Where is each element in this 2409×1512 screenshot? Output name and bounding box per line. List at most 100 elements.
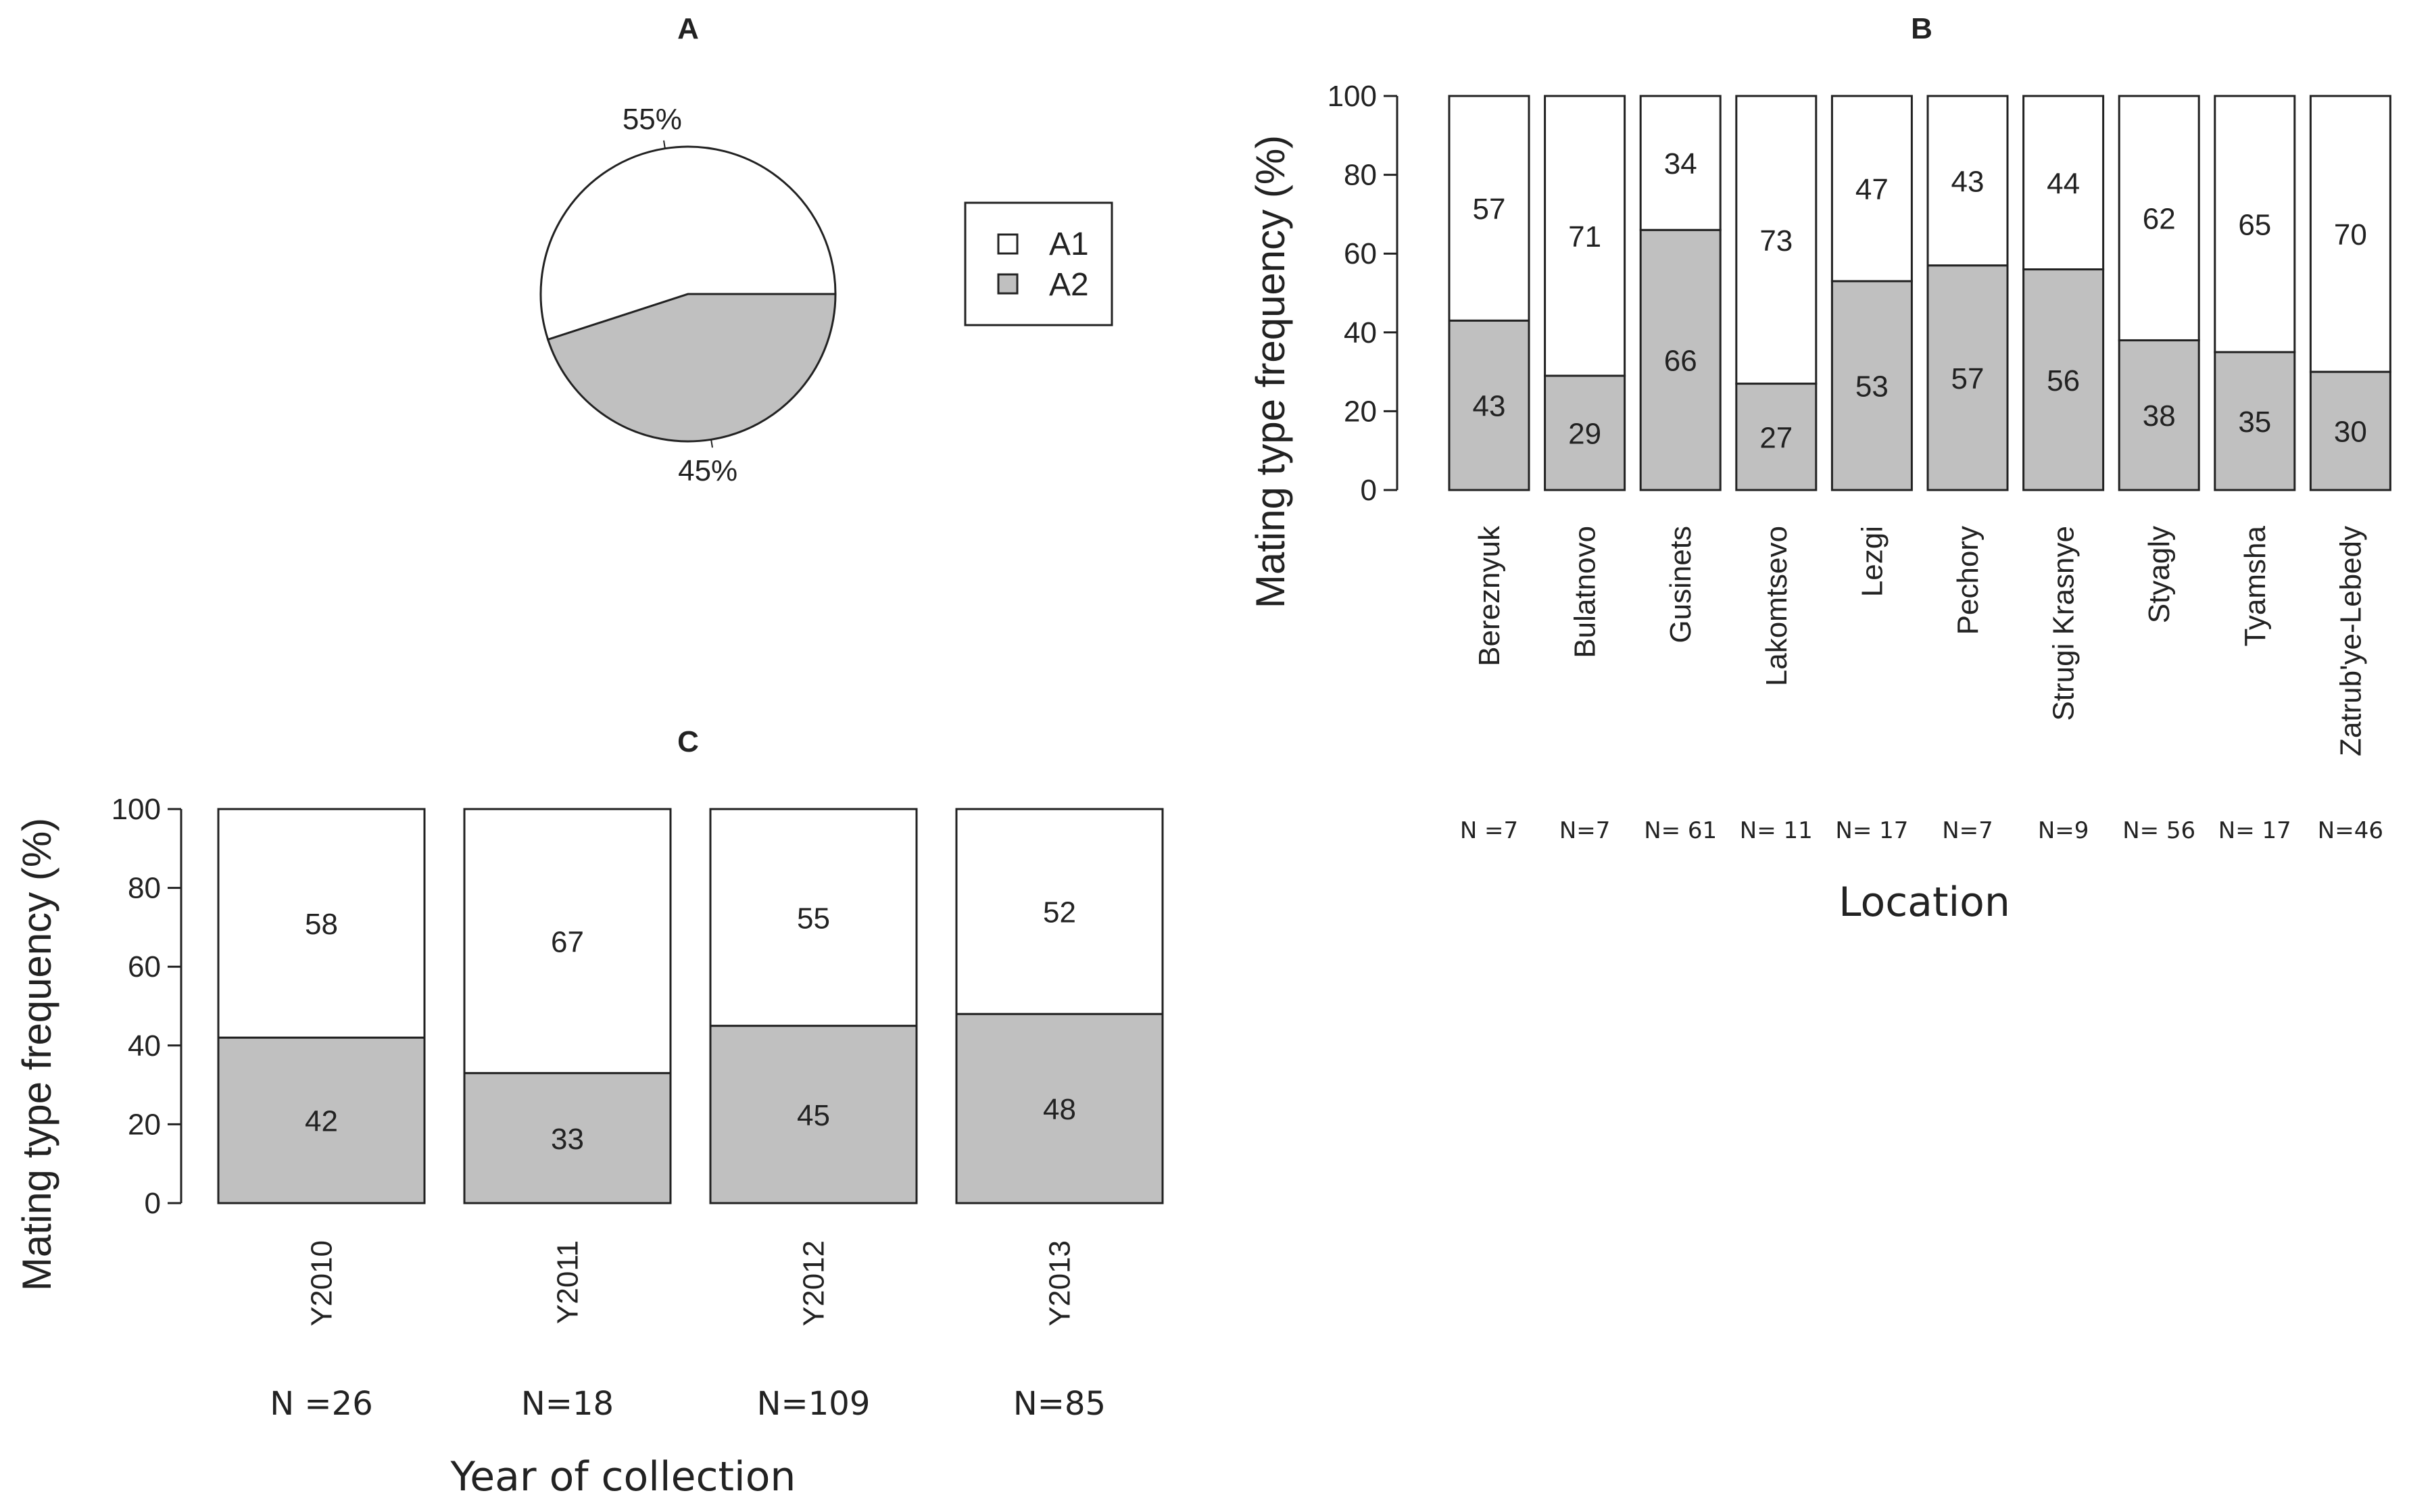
panel-b-sample-size: N=9 bbox=[2038, 817, 2089, 844]
panel-c-category-label: Y2010 bbox=[306, 1240, 339, 1326]
panel-b-y-tick-label: 100 bbox=[1328, 80, 1377, 113]
panel-b-bar-a1 bbox=[1735, 95, 1818, 385]
panel-c-bar-a1 bbox=[217, 808, 426, 1039]
panel-c-value-label-a1: 52 bbox=[1043, 896, 1076, 929]
pie-chart bbox=[539, 140, 837, 448]
panel-b-value-label-a1: 65 bbox=[2238, 208, 2271, 241]
panel-c-value-label-a2: 45 bbox=[797, 1099, 830, 1132]
panel-b-value-label-a1: 34 bbox=[1664, 147, 1697, 180]
panel-b-value-label-a1: 43 bbox=[1951, 165, 1985, 198]
panel-b-value-label-a1: 44 bbox=[2047, 167, 2080, 200]
panel-c-bar-a2 bbox=[709, 1025, 918, 1204]
panel-b-bar-a1 bbox=[1926, 95, 2009, 267]
panel-c-sample-size: N=109 bbox=[757, 1385, 871, 1423]
panel-c-value-label-a1: 67 bbox=[551, 925, 584, 958]
panel-c-y-tick-label: 20 bbox=[128, 1108, 161, 1141]
panel-c-x-axis-title: Year of collection bbox=[450, 1453, 796, 1501]
panel-b-bar-a2 bbox=[1448, 319, 1530, 491]
legend-label-a2: A2 bbox=[1049, 267, 1089, 303]
panel-b-sample-size: N=7 bbox=[1942, 817, 1993, 844]
panel-c-bar-a1 bbox=[463, 808, 672, 1075]
panel-c-title: C bbox=[677, 725, 699, 758]
panel-b-x-axis-title: Location bbox=[1839, 879, 2010, 926]
panel-b-y-tick-label: 80 bbox=[1344, 159, 1377, 192]
panel-b-category-label: Bulatnovo bbox=[1569, 526, 1602, 658]
panel-b-value-label-a2: 57 bbox=[1951, 362, 1985, 395]
legend-box bbox=[964, 201, 1113, 326]
panel-b-sample-size: N=7 bbox=[1559, 817, 1611, 844]
panel-b-bar-a1 bbox=[1544, 95, 1626, 377]
panel-b-sample-size: N= 56 bbox=[2122, 817, 2195, 844]
panel-c-y-tick-label: 60 bbox=[128, 950, 161, 983]
panel-b-bar-a1 bbox=[2214, 95, 2296, 353]
panel-b-y-axis-title: Mating type frequency (%) bbox=[1248, 135, 1293, 608]
panel-b-sample-size: N= 17 bbox=[1835, 817, 1908, 844]
panel-a-title: A bbox=[677, 12, 699, 45]
panel-b-sample-size: N= 17 bbox=[2218, 817, 2291, 844]
panel-c-y-tick-label: 100 bbox=[112, 793, 161, 826]
panel-c-category-label: Y2011 bbox=[552, 1240, 585, 1324]
panel-b-bar-a1 bbox=[1639, 95, 1722, 231]
legend-label-a1: A1 bbox=[1049, 226, 1089, 262]
panel-b-value-label-a2: 43 bbox=[1473, 390, 1506, 423]
panel-b-category-label: Gusinets bbox=[1664, 526, 1697, 643]
pie-leader-a1 bbox=[663, 140, 666, 149]
panel-b-bar-a1 bbox=[1830, 95, 1913, 283]
panel-b-sample-size: N =7 bbox=[1460, 817, 1518, 844]
panel-c-y-tick-label: 80 bbox=[128, 872, 161, 905]
panel-b-value-label-a1: 57 bbox=[1473, 193, 1506, 226]
panel-b-value-label-a2: 27 bbox=[1759, 421, 1793, 454]
panel-c-y-tick-label: 40 bbox=[128, 1029, 161, 1063]
pie-label-a2: 45% bbox=[678, 454, 737, 487]
panel-b-sample-size: N= 61 bbox=[1644, 817, 1717, 844]
panel-c-value-label-a1: 58 bbox=[305, 908, 338, 941]
panel-b-value-label-a1: 73 bbox=[1759, 224, 1793, 258]
panel-c-bar-a2 bbox=[463, 1072, 672, 1204]
panel-b-bar-a1 bbox=[2309, 95, 2391, 373]
panel-c-category-label: Y2013 bbox=[1044, 1240, 1077, 1326]
panel-b-sample-size: N= 11 bbox=[1740, 817, 1813, 844]
panel-b-value-label-a1: 70 bbox=[2334, 218, 2367, 251]
panel-c-y-axis-title: Mating type frequency (%) bbox=[14, 818, 59, 1291]
legend-swatch-a1 bbox=[997, 233, 1019, 255]
legend-swatch-a2 bbox=[997, 273, 1019, 295]
panel-b-value-label-a2: 30 bbox=[2334, 416, 2367, 449]
panel-c-chart: 0 20 40 60 80 100 42 58 Y2010 N =26 33 67 Y2011 N=18 4… bbox=[112, 793, 1164, 1423]
panel-b-category-label: Styagly bbox=[2143, 526, 2176, 623]
panel-c-sample-size: N=18 bbox=[521, 1385, 614, 1423]
panel-b-category-label: Zatrub'ye-Lebedy bbox=[2334, 526, 2367, 756]
panel-b-bar-a1 bbox=[1448, 95, 1530, 322]
panel-b-category-label: Strugi Krasnye bbox=[2047, 526, 2080, 721]
panel-c-bar-a1 bbox=[955, 808, 1164, 1015]
panel-b-value-label-a2: 53 bbox=[1855, 370, 1889, 404]
panel-b-y-tick-label: 60 bbox=[1344, 237, 1377, 270]
panel-b-sample-size: N=46 bbox=[2318, 817, 2383, 844]
panel-b-value-label-a1: 47 bbox=[1855, 173, 1889, 206]
panel-c-sample-size: N =26 bbox=[270, 1385, 372, 1423]
panel-c-category-label: Y2012 bbox=[798, 1240, 831, 1326]
panel-c-bar-a2 bbox=[955, 1013, 1164, 1204]
pie-slice-a2 bbox=[546, 293, 837, 443]
panel-c-value-label-a2: 48 bbox=[1043, 1093, 1076, 1126]
panel-c-bar-a1 bbox=[709, 808, 918, 1027]
panel-b-bar-a2 bbox=[1735, 383, 1818, 491]
panel-b-value-label-a2: 35 bbox=[2238, 406, 2271, 439]
pie-label-a1: 55% bbox=[623, 103, 682, 136]
panel-b-bar-a2 bbox=[1926, 264, 2009, 491]
panel-b-value-label-a2: 56 bbox=[2047, 364, 2080, 397]
panel-c-bar-a2 bbox=[217, 1036, 426, 1204]
panel-b-category-label: Lakomtsevo bbox=[1760, 526, 1793, 686]
panel-c-value-label-a2: 33 bbox=[551, 1123, 584, 1156]
panel-b-chart: 0 20 40 60 80 100 43 57 Bereznyuk N =7 29 71 Bulatno… bbox=[1328, 80, 2391, 844]
panel-c-sample-size: N=85 bbox=[1013, 1385, 1106, 1423]
pie-leader-a2 bbox=[710, 439, 713, 448]
pie-legend: A1 A2 bbox=[964, 201, 1113, 326]
panel-b-value-label-a1: 62 bbox=[2143, 203, 2176, 236]
panel-b-category-label: Lezgi bbox=[1855, 526, 1889, 597]
panel-b-y-tick-label: 40 bbox=[1344, 316, 1377, 349]
panel-b-bar-a2 bbox=[1830, 280, 1913, 491]
panel-b-bar-a1 bbox=[2022, 95, 2105, 271]
panel-b-value-label-a2: 38 bbox=[2143, 399, 2176, 433]
panel-b-category-label: Pechory bbox=[1951, 526, 1985, 635]
